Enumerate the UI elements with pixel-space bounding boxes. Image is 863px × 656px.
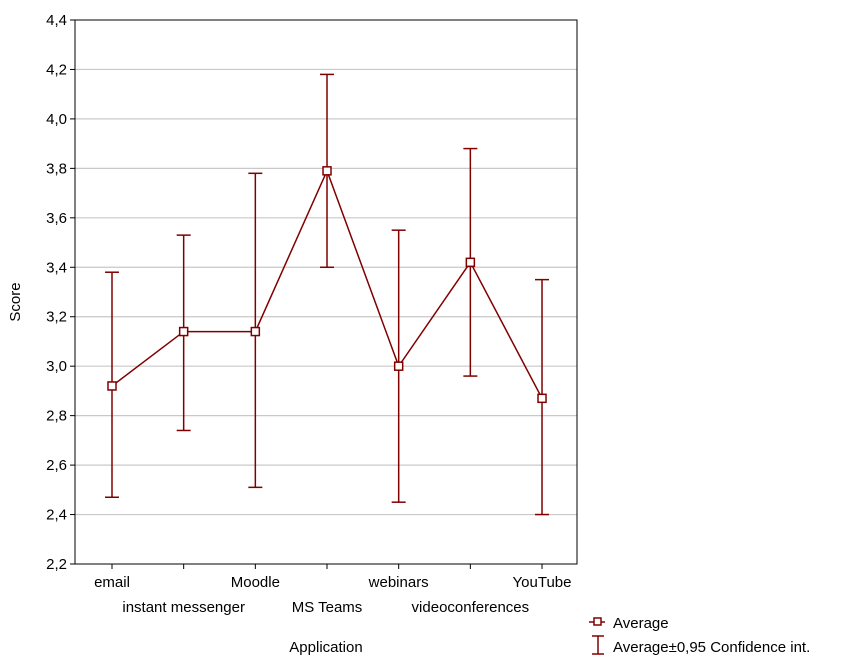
x-tick-label: webinars (368, 574, 429, 591)
legend-label-average: Average (613, 615, 669, 632)
data-point (250, 326, 261, 337)
x-tick-label: YouTube (513, 574, 572, 591)
x-tick-label: MS Teams (292, 599, 363, 616)
y-tick-label: 4,2 (46, 61, 67, 78)
y-tick-label: 4,0 (46, 111, 67, 128)
data-point (178, 326, 189, 337)
y-tick-label: 3,2 (46, 309, 67, 326)
data-point (107, 381, 117, 391)
x-tick-label: email (94, 574, 130, 591)
x-tick-label: instant messenger (122, 599, 245, 616)
series-markers (107, 166, 547, 404)
y-tick-label: 3,6 (46, 210, 67, 227)
data-point (537, 393, 547, 404)
y-tick-label: 3,8 (46, 160, 67, 177)
legend-marker-average (589, 617, 605, 626)
y-axis: 2,2 2,4 2,6 2,8 3,0 3,2 3,4 3,6 3,8 4,0 4,2 4,4 (46, 12, 75, 573)
x-tick-label: Moodle (231, 574, 280, 591)
data-point (393, 361, 404, 371)
x-axis: email instant messenger Moodle MS Teams webi… (94, 564, 571, 616)
y-tick-label: 2,6 (46, 457, 67, 474)
y-tick-label: 2,4 (46, 507, 67, 524)
legend: Average Average±0,95 Confidence int. (589, 615, 810, 656)
y-tick-label: 2,2 (46, 556, 67, 573)
y-tick-label: 3,0 (46, 358, 67, 375)
legend-label-confidence: Average±0,95 Confidence int. (613, 639, 810, 656)
data-point (322, 166, 332, 176)
y-tick-label: 4,4 (46, 12, 67, 29)
y-tick-label: 3,4 (46, 259, 67, 276)
plot-area (74, 19, 578, 565)
gridlines (75, 68, 577, 516)
x-tick-label: videoconferences (412, 599, 530, 616)
x-axis-label: Application (289, 639, 362, 656)
y-tick-label: 2,8 (46, 408, 67, 425)
legend-marker-confidence (592, 635, 604, 655)
error-bars (105, 73, 550, 516)
data-point (465, 257, 476, 268)
y-axis-label: Score (7, 282, 24, 321)
